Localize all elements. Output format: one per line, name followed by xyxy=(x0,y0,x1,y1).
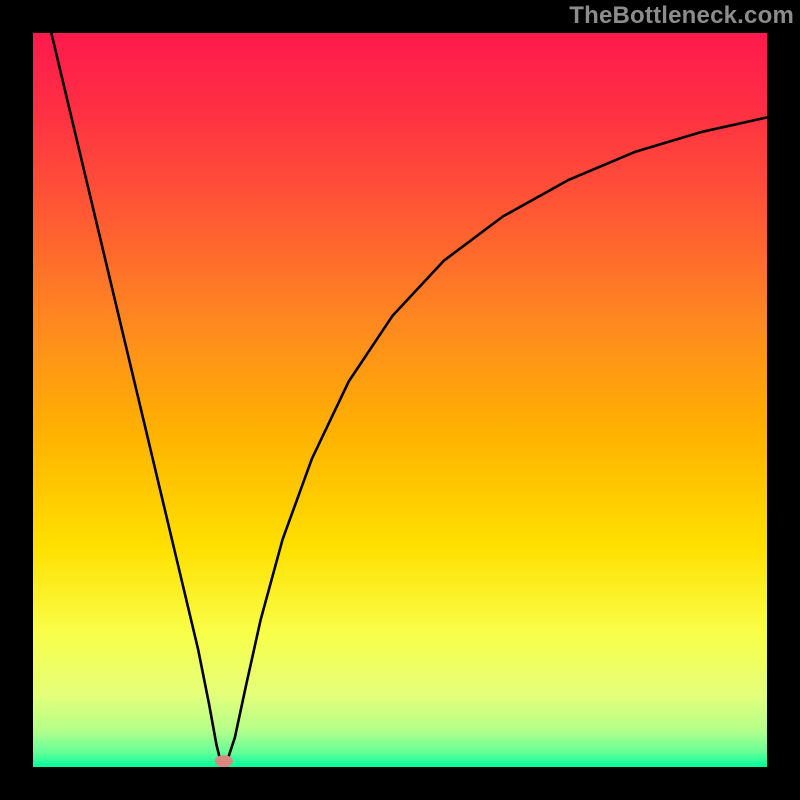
bottleneck-chart xyxy=(0,0,800,800)
watermark-text: TheBottleneck.com xyxy=(569,2,794,30)
chart-wrapper: { "watermark": { "text": "TheBottleneck.… xyxy=(0,0,800,800)
plot-area-gradient xyxy=(33,33,767,767)
optimal-marker xyxy=(215,755,233,767)
